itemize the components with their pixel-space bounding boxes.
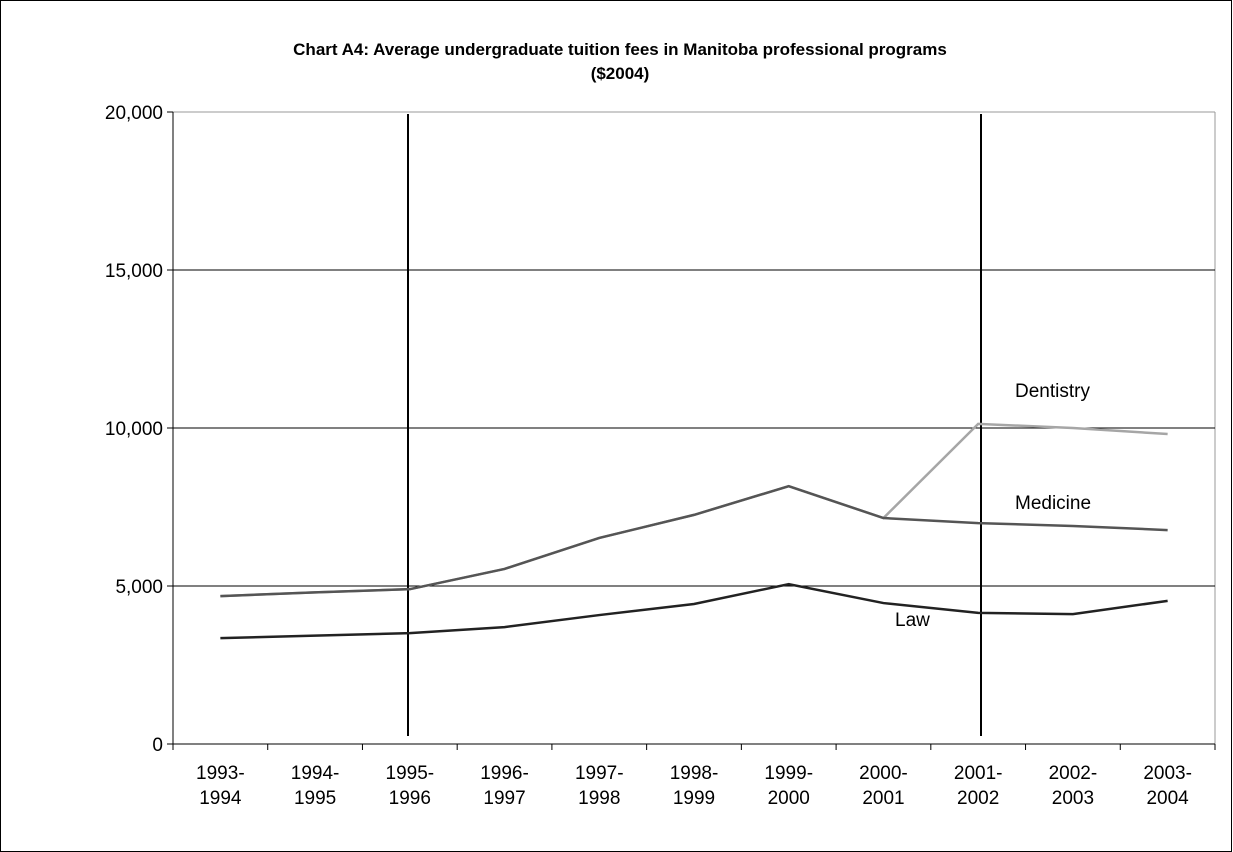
x-tick-label: 1998- 1999	[670, 763, 719, 809]
x-tick-label: 1997- 1998	[575, 763, 624, 809]
x-tick-label-line: 1996-	[480, 763, 529, 784]
x-tick-label-line: 1996	[389, 788, 431, 809]
x-tick-label-line: 1993-	[196, 763, 245, 784]
x-tick-label: 2000- 2001	[859, 763, 908, 809]
chart-title: Chart A4: Average undergraduate tuition …	[293, 40, 947, 59]
x-tick-label-line: 2001	[862, 788, 904, 809]
x-tick-label: 1996- 1997	[480, 763, 529, 809]
x-tick-label: 2003- 2004	[1143, 763, 1192, 809]
x-tick-label-line: 2002	[957, 788, 999, 809]
x-tick-label-line: 1998-	[670, 763, 719, 784]
x-tick-label-line: 1994-	[291, 763, 340, 784]
series-line	[220, 484, 1168, 598]
y-tick-label: 5,000	[115, 577, 163, 598]
y-tick-label: 20,000	[105, 103, 163, 124]
x-tick-label: 1994- 1995	[291, 763, 340, 809]
x-tick-label: 1995- 1996	[386, 763, 435, 809]
y-tick-label: 0	[152, 735, 163, 756]
y-tick-label: 15,000	[105, 261, 163, 282]
x-tick-label-line: 1997-	[575, 763, 624, 784]
y-tick-label: 10,000	[105, 419, 163, 440]
x-tick-label-line: 2000-	[859, 763, 908, 784]
x-tick-label-line: 1995-	[386, 763, 435, 784]
x-tick-label-line: 2000	[768, 788, 810, 809]
series-label: Law	[895, 610, 930, 631]
x-tick-label-line: 1998	[578, 788, 620, 809]
x-tick-label: 2002- 2003	[1049, 763, 1098, 809]
x-tick-label-line: 2003-	[1143, 763, 1192, 784]
x-tick-label-line: 1997	[483, 788, 525, 809]
x-tick-label-line: 1995	[294, 788, 336, 809]
series-line	[220, 582, 1168, 640]
x-tick-label-line: 2001-	[954, 763, 1003, 784]
x-tick-label-line: 2004	[1146, 788, 1189, 809]
series-label: Dentistry	[1015, 381, 1090, 402]
x-tick-label-line: 1994	[199, 788, 242, 809]
x-tick-label: 2001- 2002	[954, 763, 1003, 809]
x-tick-label-line: 2003	[1052, 788, 1094, 809]
x-tick-label-line: 1999	[673, 788, 715, 809]
x-tick-label: 1993- 1994	[196, 763, 245, 809]
x-tick-label: 1999- 2000	[764, 763, 813, 809]
x-tick-label-line: 2002-	[1049, 763, 1098, 784]
chart-subtitle: ($2004)	[591, 64, 650, 83]
x-tick-label-line: 1999-	[764, 763, 813, 784]
series-label: Medicine	[1015, 493, 1091, 514]
